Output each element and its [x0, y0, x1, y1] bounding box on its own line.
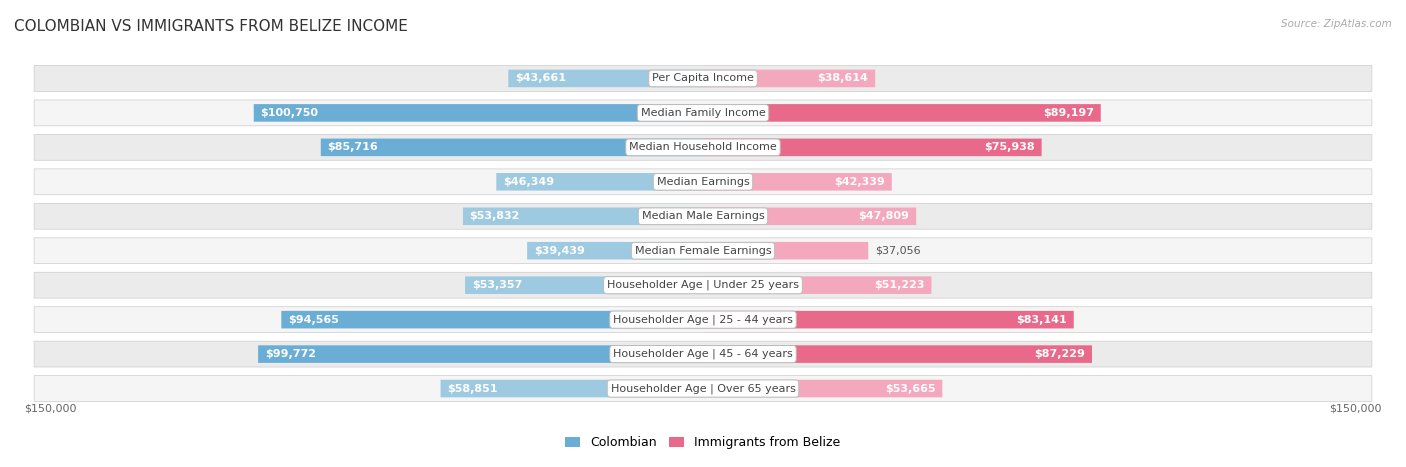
Text: $53,357: $53,357: [472, 280, 522, 290]
Text: Householder Age | Over 65 years: Householder Age | Over 65 years: [610, 383, 796, 394]
FancyBboxPatch shape: [34, 65, 1372, 92]
Text: Median Female Earnings: Median Female Earnings: [634, 246, 772, 256]
Text: $87,229: $87,229: [1035, 349, 1085, 359]
FancyBboxPatch shape: [321, 139, 703, 156]
Text: Per Capita Income: Per Capita Income: [652, 73, 754, 84]
Text: Householder Age | 25 - 44 years: Householder Age | 25 - 44 years: [613, 314, 793, 325]
Text: COLOMBIAN VS IMMIGRANTS FROM BELIZE INCOME: COLOMBIAN VS IMMIGRANTS FROM BELIZE INCO…: [14, 19, 408, 34]
FancyBboxPatch shape: [34, 272, 1372, 298]
FancyBboxPatch shape: [703, 104, 1101, 122]
FancyBboxPatch shape: [703, 276, 931, 294]
FancyBboxPatch shape: [34, 203, 1372, 229]
FancyBboxPatch shape: [34, 238, 1372, 264]
Text: $46,349: $46,349: [503, 177, 554, 187]
Text: $75,938: $75,938: [984, 142, 1035, 152]
Text: Householder Age | 45 - 64 years: Householder Age | 45 - 64 years: [613, 349, 793, 359]
Text: $83,141: $83,141: [1017, 315, 1067, 325]
FancyBboxPatch shape: [253, 104, 703, 122]
FancyBboxPatch shape: [703, 345, 1092, 363]
FancyBboxPatch shape: [34, 100, 1372, 126]
Text: Source: ZipAtlas.com: Source: ZipAtlas.com: [1281, 19, 1392, 28]
FancyBboxPatch shape: [34, 307, 1372, 333]
FancyBboxPatch shape: [281, 311, 703, 328]
Text: $37,056: $37,056: [875, 246, 921, 256]
Text: $150,000: $150,000: [1330, 403, 1382, 414]
FancyBboxPatch shape: [703, 139, 1042, 156]
Text: $43,661: $43,661: [515, 73, 567, 84]
Text: $150,000: $150,000: [24, 403, 76, 414]
Text: Median Male Earnings: Median Male Earnings: [641, 211, 765, 221]
Text: $39,439: $39,439: [534, 246, 585, 256]
Text: Householder Age | Under 25 years: Householder Age | Under 25 years: [607, 280, 799, 290]
Legend: Colombian, Immigrants from Belize: Colombian, Immigrants from Belize: [561, 432, 845, 454]
FancyBboxPatch shape: [34, 375, 1372, 402]
Text: $100,750: $100,750: [260, 108, 318, 118]
Text: $38,614: $38,614: [818, 73, 869, 84]
Text: $51,223: $51,223: [875, 280, 925, 290]
FancyBboxPatch shape: [527, 242, 703, 260]
Text: $42,339: $42,339: [834, 177, 886, 187]
FancyBboxPatch shape: [34, 134, 1372, 160]
FancyBboxPatch shape: [703, 380, 942, 397]
FancyBboxPatch shape: [463, 207, 703, 225]
Text: $99,772: $99,772: [264, 349, 316, 359]
Text: Median Household Income: Median Household Income: [628, 142, 778, 152]
FancyBboxPatch shape: [703, 207, 917, 225]
FancyBboxPatch shape: [496, 173, 703, 191]
FancyBboxPatch shape: [703, 311, 1074, 328]
FancyBboxPatch shape: [465, 276, 703, 294]
Text: Median Family Income: Median Family Income: [641, 108, 765, 118]
Text: Median Earnings: Median Earnings: [657, 177, 749, 187]
FancyBboxPatch shape: [34, 341, 1372, 367]
Text: $58,851: $58,851: [447, 383, 498, 394]
FancyBboxPatch shape: [34, 169, 1372, 195]
FancyBboxPatch shape: [509, 70, 703, 87]
FancyBboxPatch shape: [259, 345, 703, 363]
Text: $47,809: $47,809: [859, 211, 910, 221]
Text: $53,665: $53,665: [884, 383, 935, 394]
Text: $53,832: $53,832: [470, 211, 520, 221]
FancyBboxPatch shape: [440, 380, 703, 397]
FancyBboxPatch shape: [703, 173, 891, 191]
FancyBboxPatch shape: [703, 242, 869, 260]
Text: $89,197: $89,197: [1043, 108, 1094, 118]
Text: $85,716: $85,716: [328, 142, 378, 152]
FancyBboxPatch shape: [703, 70, 875, 87]
Text: $94,565: $94,565: [288, 315, 339, 325]
